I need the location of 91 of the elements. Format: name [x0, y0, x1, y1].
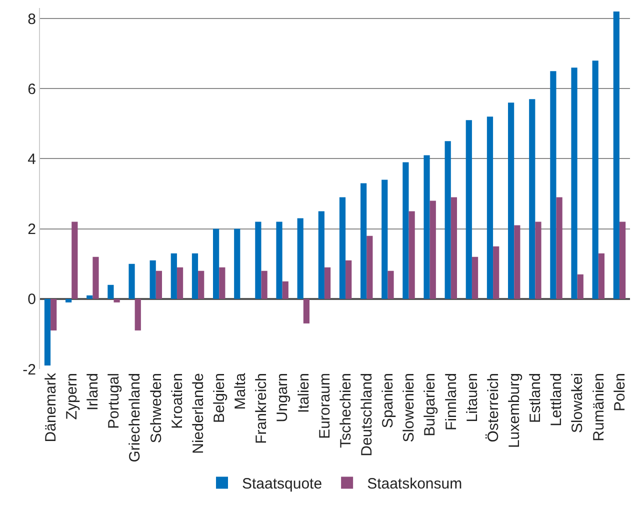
x-tick-label: Slowenien	[400, 373, 418, 442]
bar	[514, 225, 520, 299]
bar	[276, 222, 282, 299]
x-tick-label: Deutschland	[358, 373, 376, 456]
x-tick-label: Frankreich	[253, 373, 270, 444]
x-tick-label: Irland	[84, 373, 102, 411]
x-tick-label: Malta	[232, 372, 250, 410]
legend-label: Staatsquote	[242, 476, 322, 493]
bar	[282, 281, 288, 299]
y-tick-label: -2	[22, 361, 36, 378]
y-tick-label: 0	[28, 291, 36, 308]
bar	[508, 102, 514, 299]
bar	[430, 200, 436, 299]
bar	[86, 295, 93, 299]
x-tick-label: Tschechien	[337, 373, 354, 448]
x-tick-label: Lettland	[548, 373, 566, 426]
bar	[134, 298, 141, 330]
bar	[198, 270, 204, 299]
bar	[402, 162, 409, 299]
bar	[50, 298, 57, 330]
x-tick-label: Luxemburg	[506, 373, 523, 448]
x-tick-label: Kroatien	[168, 373, 186, 429]
bar	[339, 197, 346, 299]
x-tick-label: Dänemark	[42, 372, 60, 442]
bar	[493, 246, 500, 299]
bar	[613, 12, 620, 299]
bar	[192, 253, 198, 299]
bar	[577, 274, 584, 299]
bar	[234, 228, 240, 299]
x-tick-label: Finnland	[442, 373, 460, 431]
bar	[72, 222, 78, 299]
bar	[261, 270, 268, 299]
bar	[592, 60, 598, 299]
x-tick-label: Slowakei	[569, 373, 586, 434]
bar	[619, 222, 626, 299]
bar	[44, 298, 51, 366]
bar	[556, 197, 562, 299]
bar	[150, 260, 156, 299]
bar	[535, 222, 542, 299]
x-tick-label: Polen	[611, 373, 628, 412]
bar	[318, 211, 324, 299]
legend-label: Staatskonsum	[367, 476, 462, 493]
bar	[346, 260, 352, 299]
bar	[408, 211, 415, 299]
bar	[472, 256, 478, 299]
bar	[66, 298, 72, 302]
y-tick-label: 8	[28, 10, 36, 28]
x-tick-label: Griechenland	[126, 373, 144, 462]
bar	[388, 270, 394, 299]
bar	[550, 71, 556, 299]
x-tick-label: Estland	[527, 373, 544, 424]
x-tick-label: Litauen	[464, 373, 481, 422]
x-tick-label: Euroraum	[316, 373, 334, 439]
bar	[366, 236, 373, 299]
bar	[255, 222, 262, 299]
y-tick-label: 4	[28, 150, 36, 168]
bar	[324, 267, 331, 299]
bar	[382, 180, 388, 299]
x-tick-label: Italien	[295, 373, 312, 414]
bar	[303, 298, 310, 324]
x-tick-label: Portugal	[106, 373, 123, 429]
x-tick-label: Ungarn	[274, 373, 292, 422]
bar	[424, 155, 430, 299]
bar	[170, 253, 177, 299]
y-tick-label: 2	[28, 221, 36, 238]
bar	[176, 267, 184, 299]
bar	[213, 228, 220, 299]
bar	[128, 264, 135, 299]
x-tick-label: Rumänien	[590, 373, 608, 442]
bar	[92, 256, 99, 299]
x-tick-label: Bulgarien	[422, 373, 439, 436]
bar	[466, 120, 472, 299]
x-tick-label: Belgien	[210, 373, 228, 424]
x-tick-label: Spanien	[380, 373, 397, 428]
bar	[114, 298, 120, 302]
y-tick-label: 6	[28, 80, 36, 98]
bar	[297, 218, 304, 299]
bar	[360, 183, 367, 299]
x-tick-label: Österreich	[484, 373, 502, 442]
bar	[486, 116, 494, 299]
bar	[108, 284, 114, 299]
x-tick-label: Niederlande	[190, 373, 207, 454]
bar	[444, 141, 451, 299]
bar	[529, 99, 536, 299]
x-tick-label: Zypern	[63, 373, 80, 420]
bar	[156, 270, 162, 299]
bar	[571, 68, 578, 299]
x-tick-label: Schweden	[148, 373, 165, 444]
bar	[219, 267, 226, 299]
bar	[450, 197, 457, 299]
bar	[598, 253, 604, 299]
